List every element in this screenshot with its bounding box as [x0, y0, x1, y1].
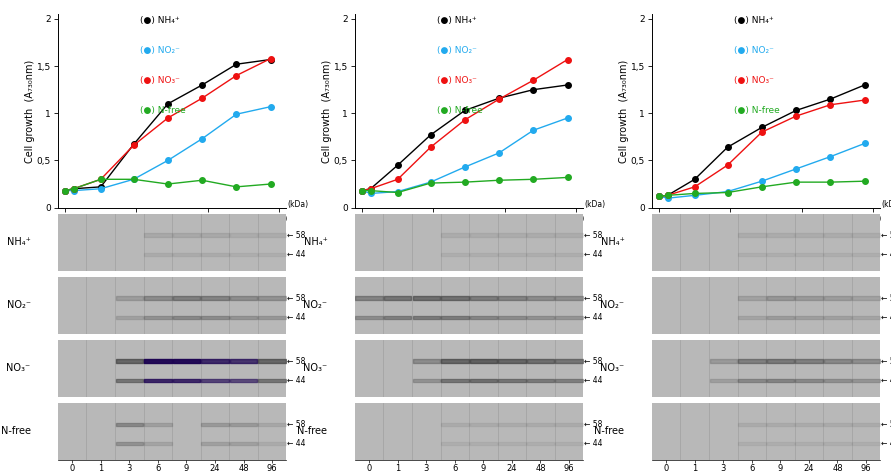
Text: ← 58: ← 58 — [288, 357, 306, 366]
Text: NH₄⁺: NH₄⁺ — [601, 237, 625, 247]
Text: ← 44: ← 44 — [881, 313, 891, 322]
Text: ← 44: ← 44 — [881, 250, 891, 259]
Text: (●) NO₂⁻: (●) NO₂⁻ — [437, 46, 477, 55]
Text: (●) NH₄⁺: (●) NH₄⁺ — [140, 16, 180, 25]
Text: (b): (b) — [461, 250, 478, 263]
Text: ← 44: ← 44 — [584, 376, 603, 385]
Text: (●) NH₄⁺: (●) NH₄⁺ — [734, 16, 773, 25]
Text: ← 44: ← 44 — [288, 313, 306, 322]
Text: ← 44: ← 44 — [584, 250, 603, 259]
Text: (●) N-free: (●) N-free — [437, 106, 483, 115]
Y-axis label: Cell growth  (A₇₃₀nm): Cell growth (A₇₃₀nm) — [619, 59, 629, 163]
Text: ← 44: ← 44 — [288, 376, 306, 385]
Text: ← 58: ← 58 — [288, 231, 306, 240]
Text: (●) NO₂⁻: (●) NO₂⁻ — [734, 46, 774, 55]
Text: ← 58: ← 58 — [288, 294, 306, 303]
Text: ← 44: ← 44 — [288, 439, 306, 448]
Text: N-free: N-free — [1, 426, 30, 436]
Text: (●) NO₃⁻: (●) NO₃⁻ — [437, 76, 477, 85]
Text: (kDa): (kDa) — [584, 200, 606, 209]
Text: ← 44: ← 44 — [881, 439, 891, 448]
Text: NO₃⁻: NO₃⁻ — [303, 363, 328, 373]
Text: (●) N-free: (●) N-free — [734, 106, 780, 115]
Text: ← 58: ← 58 — [881, 357, 891, 366]
Text: N-free: N-free — [594, 426, 625, 436]
Text: (●) NO₂⁻: (●) NO₂⁻ — [140, 46, 180, 55]
Text: ← 58: ← 58 — [584, 420, 603, 429]
Text: (●) NO₃⁻: (●) NO₃⁻ — [734, 76, 774, 85]
Text: ← 58: ← 58 — [881, 294, 891, 303]
Text: NO₂⁻: NO₂⁻ — [6, 300, 30, 310]
Text: (kDa): (kDa) — [288, 200, 308, 209]
Text: ← 58: ← 58 — [584, 231, 603, 240]
Text: NH₄⁺: NH₄⁺ — [304, 237, 328, 247]
Text: ← 58: ← 58 — [584, 294, 603, 303]
Text: N-free: N-free — [298, 426, 328, 436]
Text: NO₂⁻: NO₂⁻ — [304, 300, 328, 310]
Text: NO₂⁻: NO₂⁻ — [601, 300, 625, 310]
X-axis label: Time (h): Time (h) — [449, 225, 489, 235]
Text: (●) N-free: (●) N-free — [140, 106, 186, 115]
Text: (c): (c) — [758, 250, 774, 263]
Text: NH₄⁺: NH₄⁺ — [6, 237, 30, 247]
Text: ← 58: ← 58 — [584, 357, 603, 366]
Text: ← 44: ← 44 — [288, 250, 306, 259]
Text: NO₃⁻: NO₃⁻ — [601, 363, 625, 373]
Text: (a): (a) — [164, 250, 180, 263]
Text: NO₃⁻: NO₃⁻ — [6, 363, 30, 373]
Text: (kDa): (kDa) — [881, 200, 891, 209]
Text: (●) NO₃⁻: (●) NO₃⁻ — [140, 76, 180, 85]
Text: ← 58: ← 58 — [881, 231, 891, 240]
X-axis label: Time (h): Time (h) — [746, 225, 787, 235]
Text: ← 44: ← 44 — [584, 439, 603, 448]
Text: ← 58: ← 58 — [881, 420, 891, 429]
X-axis label: Time (h): Time (h) — [151, 225, 192, 235]
Y-axis label: Cell growth  (A₇₃₀nm): Cell growth (A₇₃₀nm) — [25, 59, 36, 163]
Text: ← 58: ← 58 — [288, 420, 306, 429]
Text: ← 44: ← 44 — [584, 313, 603, 322]
Text: (●) NH₄⁺: (●) NH₄⁺ — [437, 16, 477, 25]
Y-axis label: Cell growth  (A₇₃₀nm): Cell growth (A₇₃₀nm) — [323, 59, 332, 163]
Text: ← 44: ← 44 — [881, 376, 891, 385]
